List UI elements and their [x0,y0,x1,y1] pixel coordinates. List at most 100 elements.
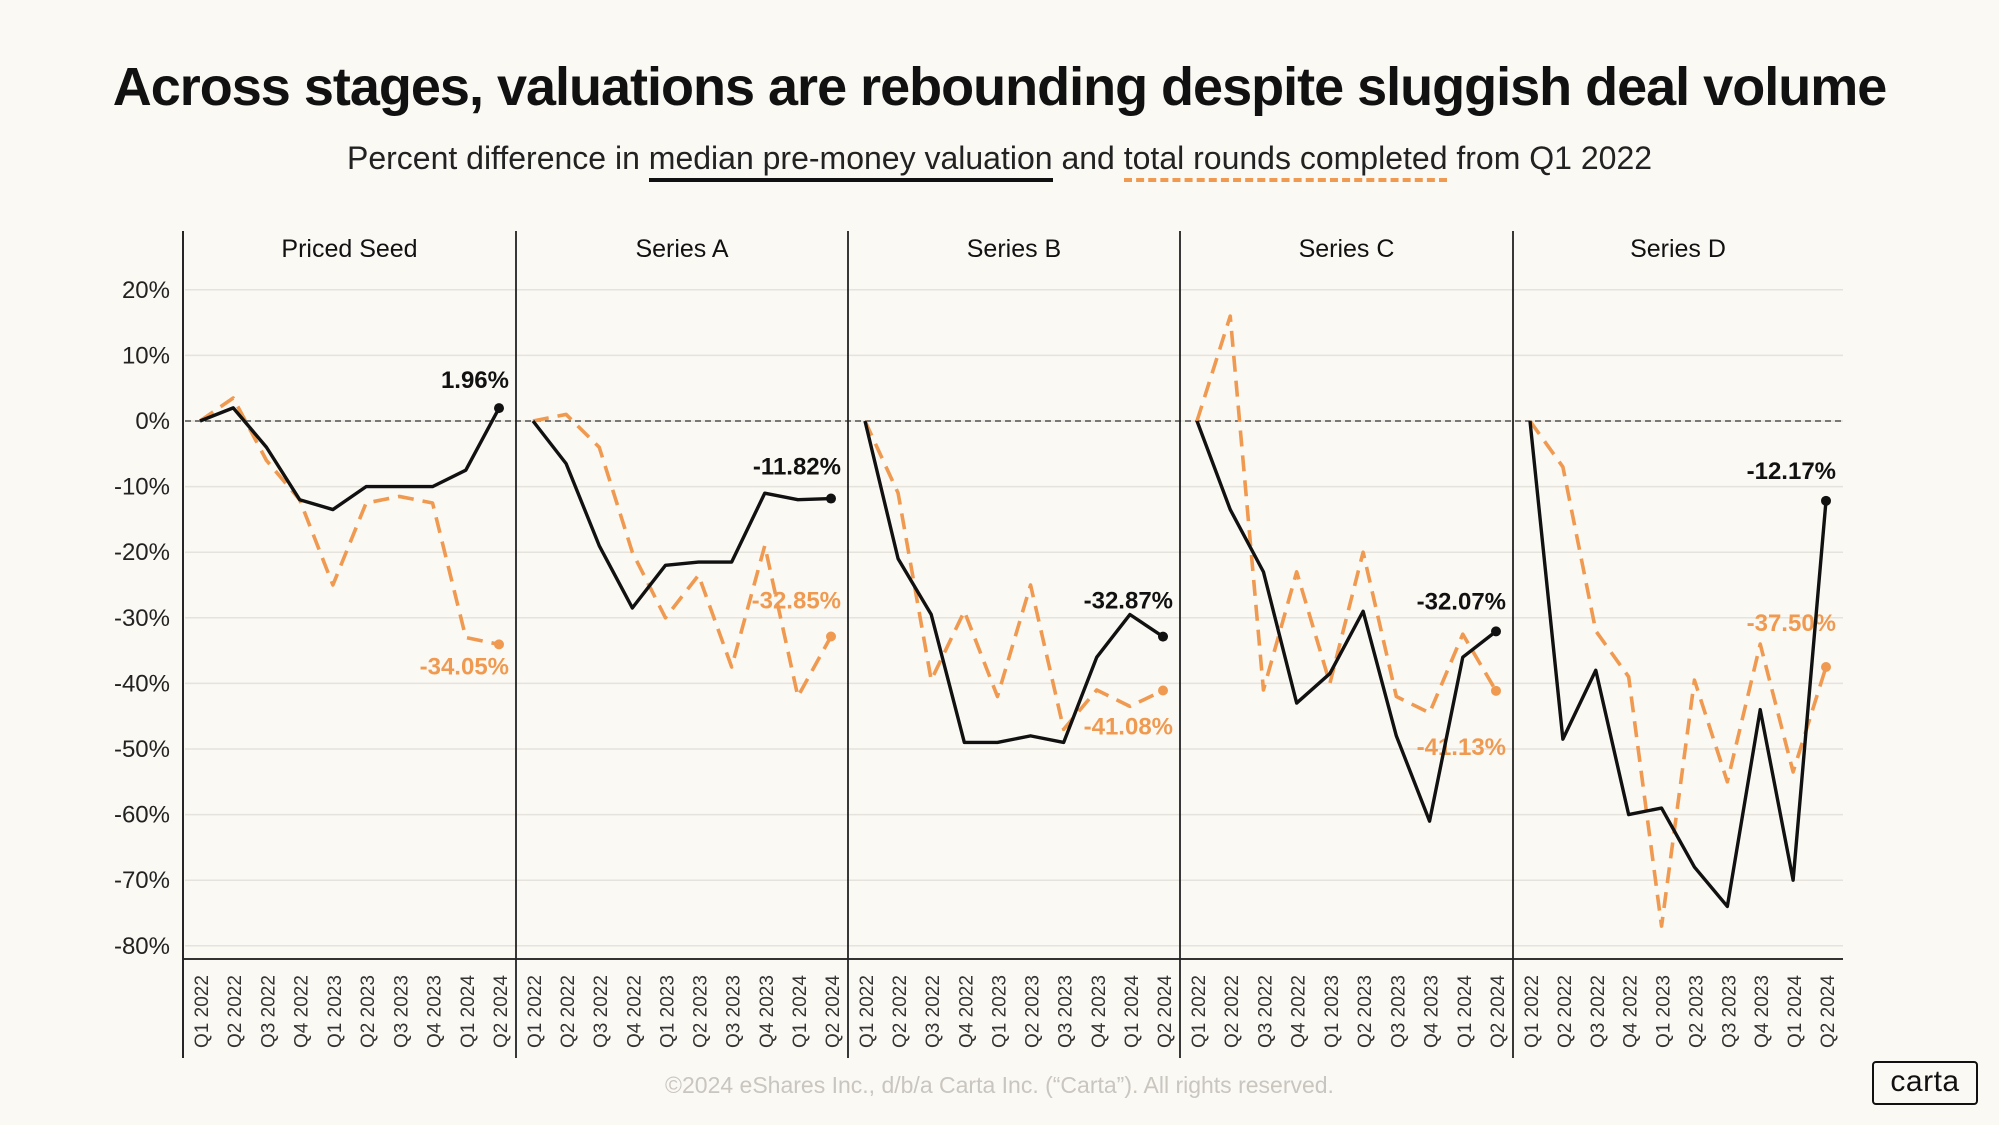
x-tick-label: Q3 2023 [391,975,412,1048]
valuation-end-label: 1.96% [441,367,509,394]
x-tick-label: Q3 2022 [591,975,612,1048]
x-tick-label: Q1 2022 [525,975,546,1048]
x-tick-label: Q1 2024 [1785,975,1806,1048]
x-tick-label: Q4 2023 [1752,975,1773,1048]
rounds-end-label: -41.08% [1084,713,1173,740]
x-tick-label: Q1 2023 [657,975,678,1048]
valuation-end-point [1158,631,1168,642]
x-tick-label: Q2 2024 [823,975,844,1048]
rounds-line [198,396,500,647]
y-tick-label: -50% [114,736,170,763]
rounds-line [1195,314,1498,715]
valuation-line [199,406,501,512]
panel-title: Series B [967,235,1061,263]
rounds-end-point [1158,685,1168,696]
x-tick-label: Q1 2022 [1189,975,1210,1048]
valuation-line [863,420,1164,745]
x-tick-label: Q3 2022 [1588,975,1609,1048]
chart-subtitle: Percent difference in median pre-money v… [0,140,1999,182]
x-tick-label: Q2 2022 [558,975,579,1048]
copyright-footer: ©2024 eShares Inc., d/b/a Carta Inc. (“C… [665,1072,1334,1098]
x-tick-label: Q1 2022 [857,975,878,1048]
x-tick-label: Q2 2024 [1488,975,1509,1048]
subtitle-prefix: Percent difference in [346,140,649,176]
y-tick-label: 0% [135,408,170,435]
rounds-end-point [494,639,504,650]
rounds-line [532,412,833,699]
carta-logo: carta [1872,1061,1978,1105]
x-tick-label: Q2 2022 [1555,975,1576,1048]
x-tick-label: Q4 2022 [624,975,645,1048]
rounds-end-label: -37.50% [1747,610,1836,637]
valuation-end-label: -32.87% [1084,588,1173,615]
panel-priced-seed: Priced Seed Q1 2022 Q2 2022 Q3 2022 Q4 2022 Q… [192,235,512,1048]
x-tick-label: Q2 2022 [890,975,911,1048]
subtitle-suffix: from Q1 2022 [1447,140,1653,176]
x-tick-label: Q2 2023 [1686,975,1707,1048]
y-tick-label: -70% [114,867,170,894]
valuation-end-label: -12.17% [1747,458,1836,485]
panel-title: Series D [1630,235,1726,263]
chart-title: Across stages, valuations are rebounding… [112,57,1888,117]
rounds-end-point [1821,662,1831,672]
panel-title: Series C [1299,235,1395,263]
x-tick-label: Q1 2024 [1122,975,1143,1048]
x-tick-label: Q3 2023 [724,975,745,1048]
panel-series-d: Series D Q1 2022 Q2 2022 Q3 2022 Q4 2022 Q1 2… [1522,235,1839,1048]
rounds-line [1528,419,1828,928]
panel-title: Series A [635,235,728,263]
x-tick-label: Q4 2023 [425,975,446,1048]
x-tick-label: Q4 2023 [1422,975,1443,1048]
y-tick-label: -80% [114,933,170,960]
x-tick-label: Q3 2022 [258,975,279,1048]
y-tick-label: 10% [122,342,170,369]
x-tick-label: Q2 2024 [491,975,512,1048]
x-tick-label: Q1 2023 [325,975,346,1048]
x-tick-label: Q4 2023 [1089,975,1110,1048]
x-tick-label: Q2 2024 [1818,975,1839,1048]
y-tick-label: -20% [114,539,170,566]
legend-valuation: median pre-money valuation [648,140,1053,182]
x-tick-label: Q1 2022 [192,975,213,1048]
valuation-line [531,419,832,610]
x-tick-label: Q2 2023 [691,975,712,1048]
x-tick-label: Q2 2022 [1222,975,1243,1048]
x-tick-label: Q3 2023 [1388,975,1409,1048]
x-tick-label: Q2 2023 [358,975,379,1048]
valuation-end-point [1491,626,1501,637]
subtitle-middle: and [1052,140,1124,176]
x-tick-label: Q1 2024 [1455,975,1476,1048]
rounds-end-label: -41.13% [1417,734,1506,761]
x-tick-label: Q4 2022 [956,975,977,1048]
valuation-line [1528,420,1828,909]
x-tick-label: Q4 2022 [292,975,313,1048]
panel-series-b: Series B Q1 2022 Q2 2022 Q3 2022 Q4 2022 Q1 2… [857,235,1176,1048]
y-tick-label: 20% [122,277,170,304]
valuation-end-point [494,403,504,414]
panel-series-c: Series C Q1 2022 Q2 2022 Q3 2022 Q4 2022 Q1 2… [1189,235,1509,1048]
legend-rounds: total rounds completed [1123,140,1448,182]
valuation-end-label: -32.07% [1417,588,1506,615]
x-tick-label: Q3 2023 [1719,975,1740,1048]
panel-title: Priced Seed [281,235,417,263]
rounds-end-point [1491,685,1501,696]
x-tick-label: Q1 2023 [989,975,1010,1048]
x-tick-label: Q4 2022 [1289,975,1310,1048]
rounds-end-label: -34.05% [420,653,509,680]
y-tick-label: -60% [114,802,170,829]
x-tick-label: Q1 2024 [458,975,479,1048]
rounds-end-point [826,631,836,642]
x-tick-label: Q2 2024 [1155,975,1176,1048]
x-tick-label: Q1 2023 [1322,975,1343,1048]
valuation-line [1195,420,1498,823]
x-tick-label: Q2 2022 [225,975,246,1048]
y-tick-label: -30% [114,605,170,632]
x-tick-label: Q1 2023 [1654,975,1675,1048]
rounds-end-label: -32.85% [752,587,841,614]
x-tick-label: Q1 2024 [790,975,811,1048]
y-tick-label: -10% [114,474,170,501]
y-tick-label: -40% [114,670,170,697]
valuation-end-point [1821,495,1831,506]
x-tick-label: Q4 2023 [757,975,778,1048]
